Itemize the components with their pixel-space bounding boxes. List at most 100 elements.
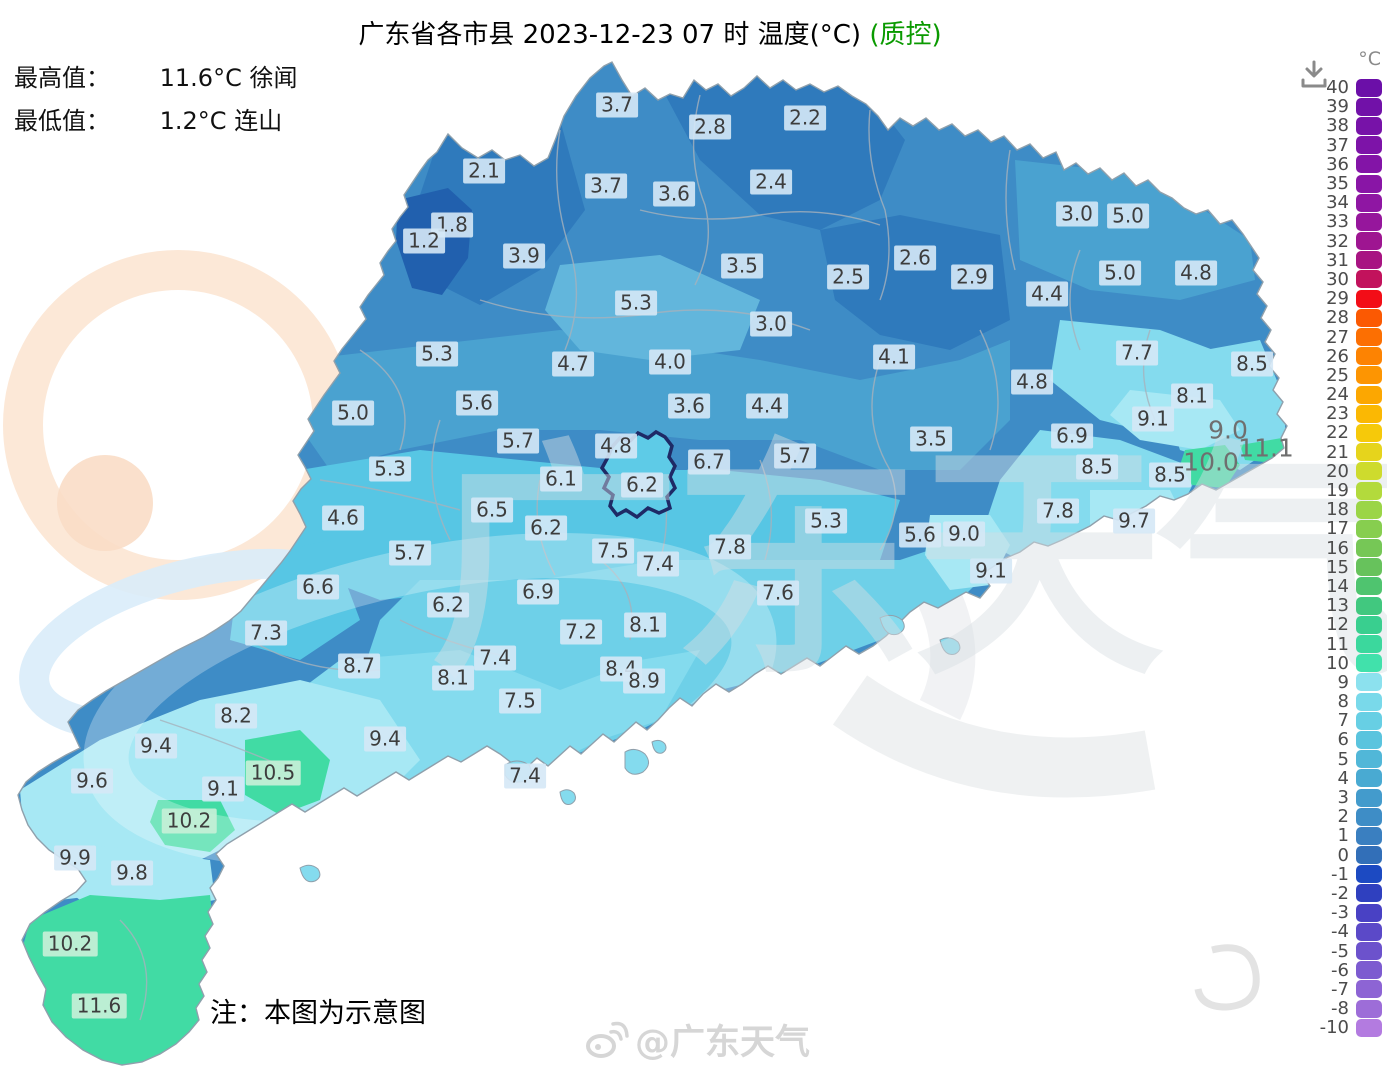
title-qc-tag: (质控) [869,20,942,50]
bottom-watermark: @广东天气 [585,1014,810,1065]
colorbar-cell [1356,922,1382,941]
colorbar-tick: -7 [1331,978,1349,1000]
colorbar-row: 34 [1305,192,1382,214]
temp-label: 4.6 [322,505,364,531]
colorbar-tick: 1 [1337,825,1349,847]
temp-label: 10.0 [1183,447,1239,477]
colorbar-tick: -10 [1319,1017,1349,1039]
weibo-icon [586,1021,629,1058]
colorbar-row: 40 [1305,77,1382,98]
colorbar-cell [1356,270,1382,289]
colorbar-cell [1356,289,1382,308]
temp-label: 1.2 [403,228,445,254]
colorbar-cell [1356,942,1382,961]
colorbar-row: 38 [1305,115,1382,137]
note-text: 注：本图为示意图 [210,998,426,1029]
temp-label: 3.7 [596,92,638,118]
colorbar-tick: 13 [1326,595,1349,617]
colorbar-row: 20 [1305,461,1382,482]
colorbar-cell [1356,308,1382,327]
colorbar-cell [1356,577,1382,596]
colorbar-cell [1356,961,1382,980]
temp-label: 4.4 [1026,281,1068,307]
temp-label: 6.9 [1051,423,1093,449]
colorbar-tick: 0 [1337,844,1349,866]
download-icon[interactable] [1297,58,1331,92]
temp-label: 9.4 [364,726,406,752]
temp-label: 2.2 [784,105,826,131]
colorbar-cell [1356,155,1382,174]
temp-label: 8.7 [338,653,380,679]
temp-label: 5.3 [416,341,458,367]
colorbar-row: -3 [1305,902,1382,923]
temp-label: 4.8 [595,433,637,459]
colorbar-tick: 32 [1326,230,1349,252]
temp-label: 8.9 [623,668,665,694]
colorbar-unit: °C [1358,48,1381,70]
colorbar-row: -4 [1305,921,1382,942]
temp-label: 7.2 [560,619,602,645]
colorbar-cell [1356,769,1382,788]
temp-label: 11.6 [71,993,127,1019]
temp-label: 3.6 [653,181,695,207]
colorbar-row: 21 [1305,442,1382,463]
temp-label: 2.4 [750,169,792,195]
temp-label: 10.5 [245,760,301,786]
temp-label: 7.5 [592,538,634,564]
title-text: 广东省各市县 2023-12-23 07 时 温度(°C) [358,20,870,50]
colorbar-row: 14 [1305,576,1382,597]
colorbar-row: 9 [1305,672,1382,693]
temp-label: 3.9 [503,243,545,269]
temp-label: 4.7 [552,351,594,377]
colorbar-tick: 5 [1337,748,1349,770]
colorbar-row: 10 [1305,652,1382,674]
temp-label: 3.0 [750,311,792,337]
colorbar-row: 37 [1305,134,1382,156]
colorbar-cell [1356,1018,1382,1037]
temp-label: 11.1 [1238,433,1294,463]
temp-label: 6.2 [525,515,567,541]
colorbar-cell [1356,212,1382,231]
temp-label: 6.9 [517,579,559,605]
colorbar-cell [1356,462,1382,481]
colorbar-row: 11 [1305,633,1382,655]
temp-label: 8.1 [624,612,666,638]
max-value-stat: 最高值： 11.6°C 徐闻 [14,58,297,93]
colorbar-tick: 34 [1326,192,1349,214]
colorbar-tick: 3 [1337,787,1349,809]
temp-label: 9.7 [1113,508,1155,534]
temp-label: 2.9 [951,264,993,290]
temp-label: 5.7 [497,428,539,454]
temp-label: 1.8 [431,212,473,238]
colorbar-row: 6 [1305,729,1382,750]
colorbar-cell [1356,903,1382,922]
colorbar-cell [1356,193,1382,212]
temp-label: 9.0 [943,521,985,547]
temp-label: 6.2 [427,592,469,618]
colorbar-tick: 10 [1326,652,1349,674]
colorbar-cell [1356,78,1382,97]
colorbar-tick: 16 [1326,537,1349,559]
temp-label: 2.1 [463,158,505,184]
colorbar-cell [1356,750,1382,769]
colorbar-tick: 15 [1326,556,1349,578]
temp-label: 9.0 [1208,415,1248,445]
colorbar-row: 23 [1305,403,1382,424]
min-value-stat: 最低值： 1.2°C 连山 [14,101,282,136]
colorbar-row: 4 [1305,768,1382,789]
temp-label: 5.6 [899,522,941,548]
colorbar-tick: 17 [1326,518,1349,540]
max-label: 最高值： [14,64,110,92]
colorbar-tick: 38 [1326,115,1349,137]
colorbar-row: 18 [1305,499,1382,520]
temp-label: 5.0 [1099,260,1141,286]
colorbar-cell [1356,347,1382,366]
colorbar-tick: 11 [1326,633,1349,655]
colorbar-tick: 37 [1326,134,1349,156]
watermark-handle: @广东天气 [635,1023,811,1063]
colorbar-row: 16 [1305,537,1382,559]
colorbar-tick: -6 [1331,959,1349,981]
temp-label: 8.5 [1076,454,1118,480]
temp-label: 3.7 [585,173,627,199]
